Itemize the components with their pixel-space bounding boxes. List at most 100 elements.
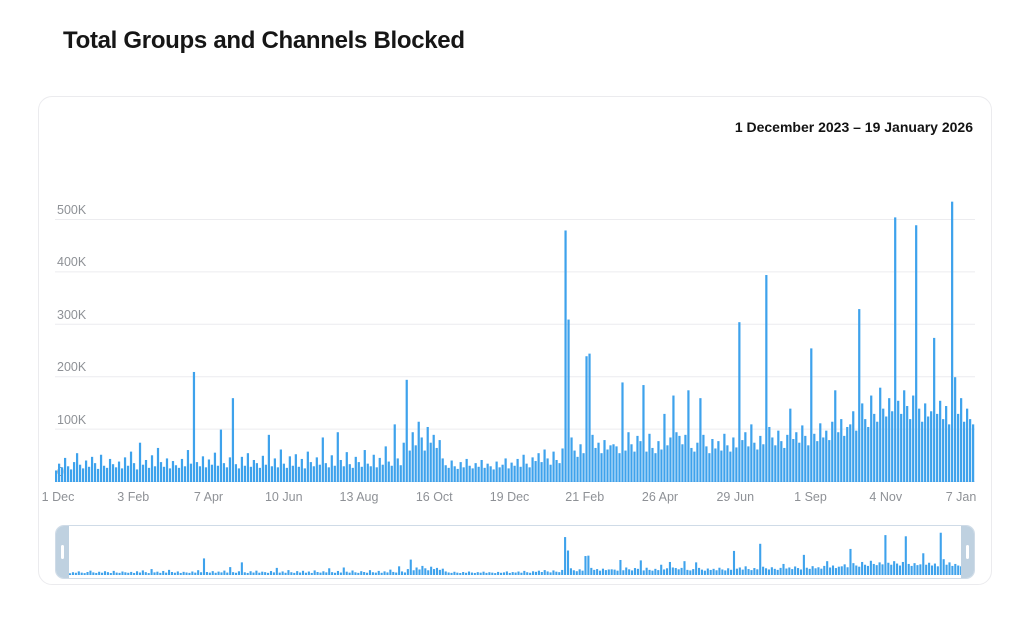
minimap-bar — [497, 571, 500, 575]
minimap-bar — [354, 572, 357, 575]
bar — [522, 454, 525, 482]
bar — [606, 449, 609, 482]
minimap-bar — [508, 572, 511, 575]
minimap-bar — [138, 572, 141, 575]
bar — [369, 466, 372, 482]
minimap-bar — [272, 572, 275, 575]
bar — [417, 421, 420, 482]
bar — [963, 421, 966, 482]
bar — [180, 458, 184, 482]
minimap-bar — [252, 572, 255, 575]
minimap-bar — [386, 572, 389, 575]
x-tick-label: 1 Dec — [41, 490, 75, 504]
bar — [507, 468, 510, 482]
minimap-bar — [269, 571, 273, 575]
bar — [435, 447, 438, 482]
minimap-bar — [83, 573, 86, 575]
minimap-bar — [846, 567, 849, 575]
bar — [810, 348, 813, 482]
minimap-bar — [147, 573, 150, 575]
bar — [972, 424, 975, 482]
minimap-bar — [511, 572, 514, 575]
bar — [249, 466, 253, 482]
bar — [144, 459, 148, 482]
bar — [723, 433, 726, 482]
bar — [777, 430, 780, 482]
bar — [432, 434, 435, 482]
bar — [678, 435, 681, 482]
minimap-bar — [424, 568, 427, 575]
bar — [58, 463, 61, 482]
bar — [825, 430, 828, 482]
minimap-bar — [406, 569, 409, 575]
bar — [84, 460, 88, 482]
bar — [657, 441, 660, 482]
minimap-bar — [604, 570, 607, 575]
minimap-bar — [663, 569, 666, 575]
minimap-bar — [482, 571, 485, 575]
bar — [798, 442, 801, 482]
minimap-bar — [418, 569, 421, 575]
bar — [189, 463, 193, 482]
bar — [411, 432, 414, 482]
minimap-bar — [706, 568, 709, 575]
range-selector-left-handle[interactable] — [56, 526, 69, 578]
bar — [327, 467, 330, 482]
minimap-bar — [307, 571, 310, 575]
range-selector[interactable] — [55, 525, 975, 579]
minimap-bar — [173, 572, 176, 575]
minimap-bar — [398, 566, 401, 575]
minimap-bar — [730, 569, 733, 575]
bar — [93, 463, 97, 482]
bar — [55, 470, 58, 482]
bar — [915, 225, 918, 482]
minimap-bar — [118, 572, 121, 575]
minimap-bar — [202, 558, 206, 575]
minimap-bar — [389, 569, 392, 575]
minimap-bar — [785, 568, 788, 575]
bar — [216, 465, 220, 482]
x-axis-labels: 1 Dec 3 Feb 7 Apr 10 Jun 13 Aug 16 Oct 19 Dec 2… — [39, 97, 991, 584]
main-chart-plot[interactable] — [55, 166, 975, 482]
minimap-bar — [732, 550, 736, 575]
minimap-bar — [467, 571, 471, 575]
bar — [630, 444, 633, 482]
minimap-bar — [499, 572, 503, 575]
minimap-bar — [869, 560, 872, 575]
minimap-bar — [814, 568, 817, 575]
bar — [957, 413, 960, 482]
minimap-bar — [470, 572, 473, 575]
minimap-bar — [264, 572, 267, 575]
bar — [930, 411, 933, 482]
bar — [159, 462, 163, 482]
bar — [471, 468, 474, 482]
bar — [621, 382, 624, 482]
minimap-bar — [657, 570, 660, 575]
bar — [255, 463, 258, 482]
bar — [381, 464, 384, 482]
bar — [714, 448, 717, 482]
bar — [210, 464, 214, 482]
bar — [618, 453, 621, 482]
bar — [477, 466, 480, 482]
bar — [576, 456, 579, 482]
minimap-bar — [351, 570, 354, 575]
bar — [147, 467, 151, 482]
minimap-bar — [671, 567, 674, 575]
bar — [639, 441, 642, 482]
minimap-bar — [881, 564, 884, 576]
bar — [837, 432, 840, 482]
bar — [78, 464, 82, 482]
bar — [579, 444, 582, 482]
minimap-bar — [514, 572, 517, 575]
minimap-bar — [660, 564, 663, 575]
minimap-bar — [566, 550, 570, 575]
minimap-bar — [764, 568, 768, 575]
range-selector-right-handle[interactable] — [961, 526, 974, 578]
minimap-bar — [945, 564, 948, 575]
bar — [447, 467, 450, 482]
minimap-bar — [304, 572, 307, 575]
bar — [228, 457, 232, 482]
minimap-bar — [377, 570, 380, 575]
minimap-bar — [232, 572, 235, 575]
